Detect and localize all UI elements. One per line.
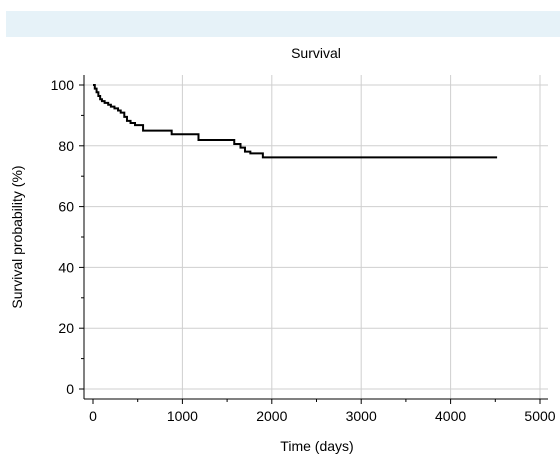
y-tick-label: 80	[58, 138, 74, 154]
grid-layer	[84, 75, 548, 399]
x-tick-label: 4000	[435, 408, 466, 424]
y-tick-label: 0	[66, 381, 74, 397]
y-tick-label: 60	[58, 199, 74, 215]
x-axis-title: Time (days)	[280, 438, 353, 454]
y-axis-title: Survival probability (%)	[9, 165, 25, 308]
y-tick-label: 100	[51, 77, 75, 93]
y-tick-label: 20	[58, 320, 74, 336]
header-band	[6, 11, 560, 37]
y-tick-label: 40	[58, 259, 74, 275]
series-layer	[93, 84, 498, 159]
x-tick-label: 0	[89, 408, 97, 424]
x-tick-label: 2000	[256, 408, 287, 424]
x-tick-label: 5000	[524, 408, 555, 424]
chart-title: Survival	[291, 45, 341, 61]
survival-curve	[93, 84, 498, 159]
x-tick-label: 1000	[167, 408, 198, 424]
x-tick-label: 3000	[346, 408, 377, 424]
